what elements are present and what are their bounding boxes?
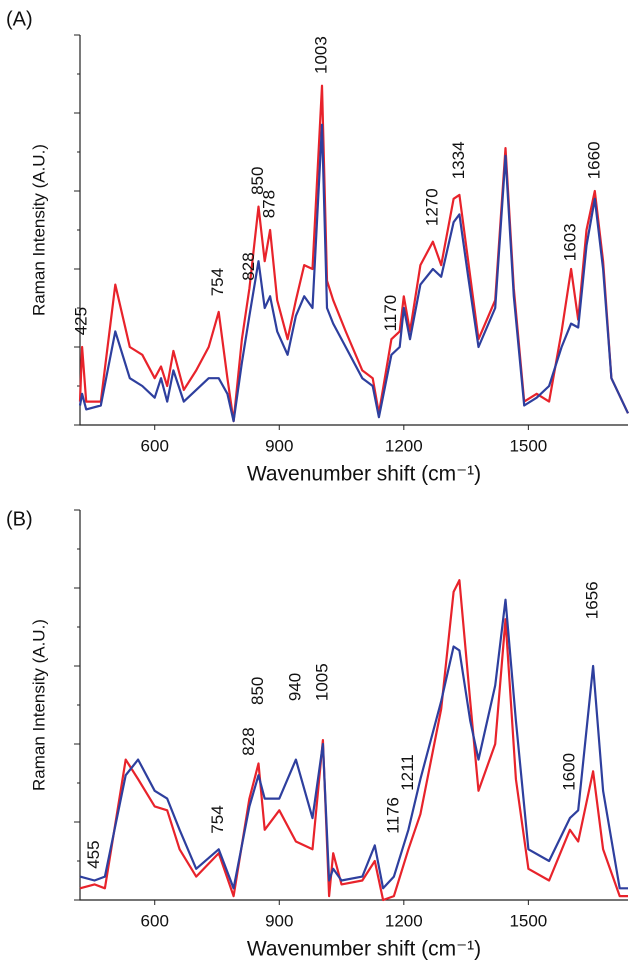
peak-label: 940 (285, 673, 304, 701)
peak-label: 1211 (398, 754, 417, 791)
peak-label: 1170 (381, 295, 400, 332)
peak-label: 850 (248, 167, 267, 195)
spectrum-line (78, 123, 629, 423)
x-tick-label: 600 (141, 911, 169, 930)
peak-label: 1005 (312, 663, 331, 701)
spectrum-line (78, 84, 629, 423)
y-axis-label: Raman Intensity (A.U.) (29, 144, 48, 316)
axis-frame (79, 510, 628, 901)
peak-label: 1270 (422, 188, 441, 226)
x-axis-label: Wavenumber shift (cm⁻¹) (247, 938, 481, 961)
peak-label: 1660 (584, 141, 603, 179)
x-tick-label: 1200 (385, 436, 423, 455)
peak-label: 1176 (383, 797, 402, 834)
peak-label: 425 (72, 307, 91, 335)
x-tick-label: 1500 (509, 911, 547, 930)
x-tick-label: 900 (265, 911, 293, 930)
peak-label: 1003 (311, 36, 330, 74)
x-tick-label: 1500 (509, 436, 547, 455)
x-tick-label: 1200 (385, 911, 423, 930)
peak-label: 850 (248, 677, 267, 705)
x-tick-label: 900 (265, 436, 293, 455)
peak-label: 1334 (449, 141, 468, 179)
peak-label: 1600 (559, 753, 578, 791)
spectrum-line (79, 579, 628, 902)
peak-label: 828 (239, 252, 258, 280)
y-axis-label: Raman Intensity (A.U.) (29, 619, 48, 791)
peak-label: 878 (260, 190, 279, 218)
panel-title: (A) (6, 8, 33, 30)
peak-label: 828 (239, 727, 258, 755)
peak-label: 754 (208, 805, 227, 833)
peak-label: 1656 (583, 581, 602, 619)
peak-label: 455 (84, 840, 103, 868)
x-tick-label: 600 (141, 436, 169, 455)
panel-title: (B) (6, 508, 33, 530)
axis-frame (79, 35, 628, 426)
peak-label: 1603 (561, 223, 580, 261)
x-axis-label: Wavenumber shift (cm⁻¹) (247, 463, 481, 486)
spectrum-line (79, 598, 628, 890)
peak-label: 754 (208, 268, 227, 296)
